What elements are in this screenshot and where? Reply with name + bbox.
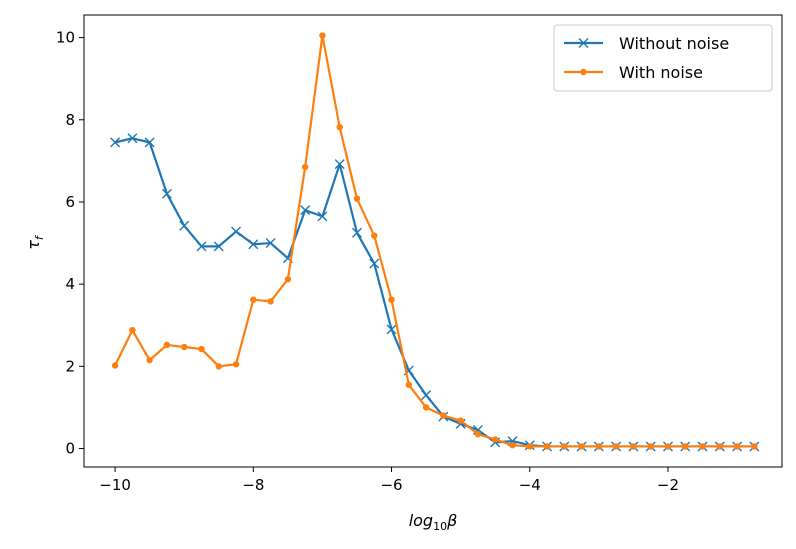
data-point-with-noise — [457, 417, 464, 424]
x-tick-label: −4 — [519, 476, 541, 494]
data-point-with-noise — [595, 443, 603, 450]
data-point-with-noise — [682, 443, 689, 450]
data-point-without-noise — [386, 324, 397, 335]
data-point-with-noise — [198, 345, 205, 353]
data-point-with-noise — [422, 404, 430, 411]
data-point-with-noise — [664, 443, 672, 450]
y-axis-label: τf — [24, 234, 46, 250]
data-point-without-noise — [248, 239, 259, 250]
data-point-without-noise — [265, 238, 276, 249]
legend-x-marker — [578, 38, 589, 48]
data-point-with-noise — [111, 362, 119, 369]
data-point-with-noise — [319, 32, 326, 39]
data-point-without-noise — [196, 241, 207, 252]
legend-entry-without-noise: Without noise — [564, 34, 729, 53]
x-tick-label: −10 — [99, 476, 131, 494]
y-tick-label: 2 — [65, 357, 75, 375]
y-tick-label: 4 — [65, 275, 75, 293]
y-tick-label: 8 — [65, 111, 75, 129]
data-point-with-noise — [336, 123, 343, 131]
x-axis: −10 −8 −6 −4 −2 — [99, 467, 679, 494]
data-point-with-noise — [543, 443, 551, 450]
data-point-without-noise — [334, 159, 345, 170]
x-axis-label-subscript: 10 — [433, 520, 447, 533]
data-point-with-noise — [284, 276, 292, 283]
legend: Without noise With noise — [553, 24, 773, 92]
data-point-with-noise — [215, 363, 222, 370]
data-point-with-noise — [561, 443, 568, 450]
data-point-with-noise — [647, 443, 654, 450]
data-point-with-noise — [181, 343, 188, 351]
data-point-without-noise — [351, 227, 362, 238]
data-point-with-noise — [699, 443, 706, 450]
data-point-with-noise — [578, 443, 585, 450]
y-axis-label-subscript: f — [33, 234, 46, 240]
data-point-with-noise — [353, 195, 361, 202]
data-point-without-noise — [231, 226, 242, 237]
plot-frame — [83, 14, 783, 468]
data-point-with-noise — [630, 443, 637, 450]
data-point-with-noise — [146, 356, 153, 364]
data-point-with-noise — [612, 443, 620, 450]
data-point-without-noise — [127, 133, 138, 144]
legend-dot-marker — [580, 68, 587, 76]
data-point-with-noise — [491, 436, 499, 443]
data-point-with-noise — [232, 361, 240, 368]
data-point-without-noise — [144, 137, 155, 148]
data-point-without-noise — [317, 211, 328, 222]
y-tick-label: 6 — [65, 193, 75, 211]
data-point-without-noise — [421, 390, 432, 401]
data-point-with-noise — [405, 381, 413, 389]
y-tick-label: 10 — [56, 29, 75, 47]
data-point-without-noise — [213, 241, 224, 252]
y-tick-label: 0 — [65, 440, 75, 458]
data-point-with-noise — [440, 412, 447, 419]
legend-label-with-noise: With noise — [619, 63, 703, 82]
data-point-with-noise — [371, 232, 378, 239]
data-point-without-noise — [179, 220, 190, 231]
data-point-with-noise — [509, 442, 516, 449]
data-point-with-noise — [250, 296, 257, 303]
x-axis-label-tail: β — [446, 511, 457, 530]
x-tick-label: −8 — [242, 476, 264, 494]
data-point-with-noise — [388, 296, 395, 303]
legend-entry-with-noise: With noise — [564, 63, 703, 82]
legend-label-without-noise: Without noise — [619, 34, 729, 53]
data-point-with-noise — [751, 443, 758, 450]
data-point-without-noise — [300, 205, 311, 216]
x-tick-label: −6 — [380, 476, 402, 494]
y-axis: 0 2 4 6 8 10 — [56, 29, 84, 458]
data-point-without-noise — [369, 258, 380, 269]
data-point-without-noise — [110, 137, 121, 148]
series-layer — [110, 32, 760, 452]
data-point-with-noise — [716, 443, 724, 450]
data-point-with-noise — [474, 430, 482, 438]
x-tick-label: −2 — [657, 476, 679, 494]
legend-box — [553, 24, 773, 92]
data-point-with-noise — [267, 298, 274, 305]
data-point-with-noise — [129, 326, 136, 334]
data-point-without-noise — [161, 188, 172, 199]
data-point-with-noise — [301, 163, 309, 171]
x-axis-label: log10β — [409, 511, 458, 533]
data-point-with-noise — [526, 443, 533, 450]
data-point-with-noise — [163, 341, 171, 349]
data-point-with-noise — [733, 443, 741, 450]
